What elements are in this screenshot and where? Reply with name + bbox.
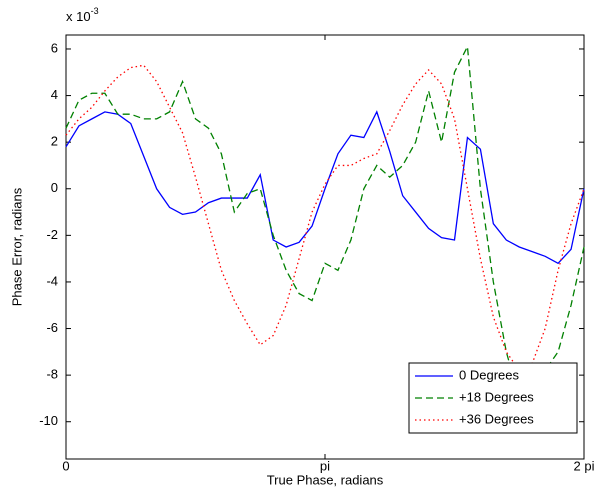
line-series [65,44,585,400]
y-tick-label: -10 [39,413,58,428]
y-tick-label: 6 [51,40,58,55]
x-tick-label: 2 pi [574,458,595,473]
multiplier-exponent: -3 [91,6,99,16]
x-tick-label: pi [320,458,330,473]
legend-label: 0 Degrees [459,367,519,382]
y-tick-label: -4 [46,273,58,288]
y-tick-label: 4 [51,87,58,102]
legend-label: +18 Degrees [459,389,534,404]
legend-label: +36 Degrees [459,411,534,426]
y-axis-label: Phase Error, radians [9,187,24,306]
y-tick-label: -6 [46,320,58,335]
x-tick-label: 0 [62,458,69,473]
y-multiplier: x 10-3 [66,6,99,24]
y-tick-label: 0 [51,180,58,195]
y-tick-label: 2 [51,134,58,149]
line-series [65,64,585,372]
legend: 0 Degrees +18 Degrees +36 Degrees [408,362,578,434]
line-series [65,110,585,265]
multiplier-base: x 10 [66,9,91,24]
x-axis-label: True Phase, radians [267,472,384,487]
legend-box [408,362,578,434]
y-tick-label: -2 [46,227,58,242]
y-tick-label: -8 [46,367,58,382]
